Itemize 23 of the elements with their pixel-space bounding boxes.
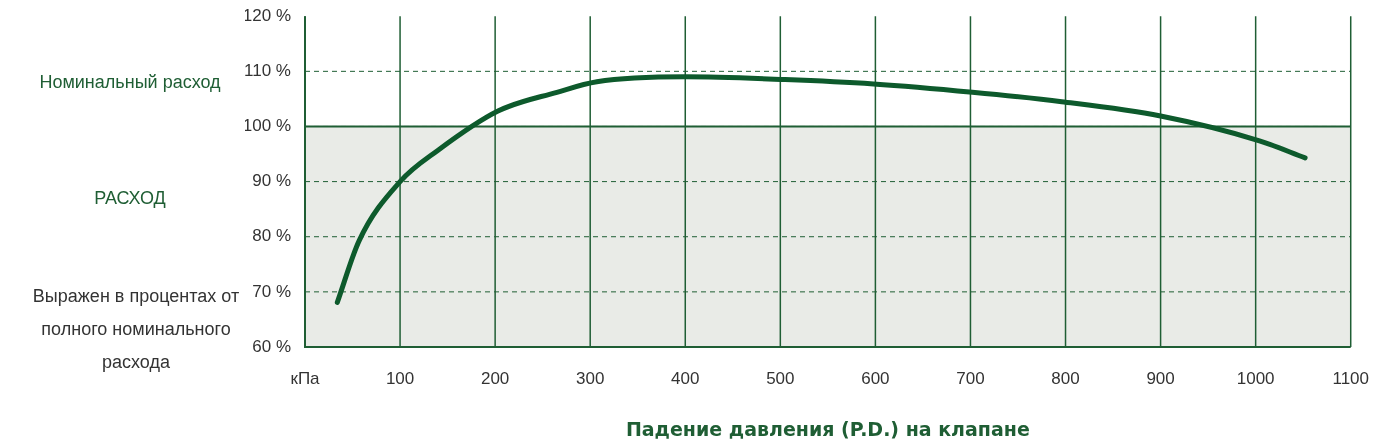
x-tick-label: 900 [1146,368,1175,388]
y-tick-label: 90 % [252,171,291,191]
x-tick-label: 1100 [1332,368,1369,388]
y-tick-label: 70 % [252,281,291,301]
x-tick-label: 600 [861,368,890,388]
y-tick-label: 100 % [242,116,291,136]
y-tick-label: 110 % [244,61,291,81]
y-tick-label: 80 % [252,226,291,246]
x-tick-label: 300 [576,368,605,388]
x-tick-label: 700 [956,368,985,388]
y-tick-label: 60 % [252,336,291,356]
x-tick-label: 500 [766,368,795,388]
y-axis-title: РАСХОД [93,188,167,209]
y-tick-label: 120 % [242,5,291,25]
x-tick-label: 400 [671,368,700,388]
x-tick-label: 100 [385,368,415,388]
x-tick-label: 800 [1051,368,1080,388]
text: Выражен в процентах от полного номинального расхода [31,285,241,374]
x-tick-label: 1000 [1236,368,1275,388]
ref-line-label: Номинальный расход [39,72,222,93]
x-tick-label: 200 [480,368,510,388]
x-tick-label: кПа [290,368,321,388]
x-axis-title: Падение давления (P.D.) на клапане [625,417,1030,440]
